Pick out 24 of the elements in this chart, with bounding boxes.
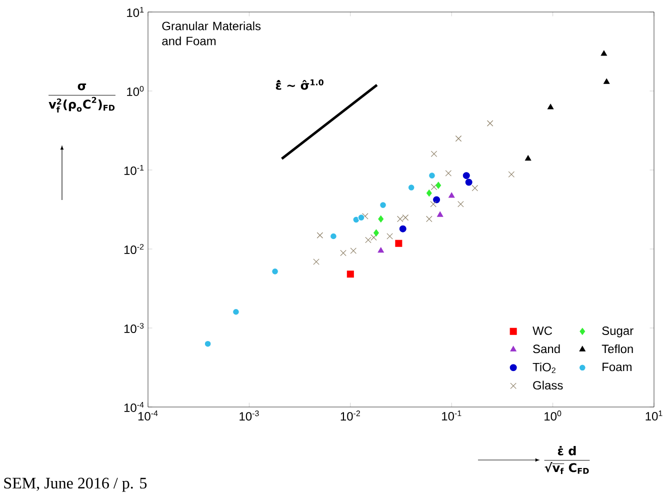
y-tick-label: 10$^{-3}$ <box>124 322 144 334</box>
legend-label: Glass <box>533 380 563 390</box>
text: SEM, June 2016 / p. 5 <box>4 478 147 492</box>
x-axis-title: $\frac{\text{ε̇ d}}{\text{√}\overline{\text{v}_{\text{f}}}\text{ C}_{\text{FD}}}$ <box>544 446 590 474</box>
legend-label: Sand <box>533 344 560 354</box>
annotation: Granular Materials and Foam <box>162 21 261 46</box>
y-tick-label: 10$^{-1}$ <box>124 165 144 175</box>
y-tick-label: 10$^{0}$ <box>127 86 144 96</box>
y-tick-label: 10$^{1}$ <box>127 7 144 17</box>
y-tick-label: 10$^{-4}$ <box>124 402 144 412</box>
x-tick-label: 10$^{-1}$ <box>442 410 462 421</box>
x-tick-label: 10$^{-2}$ <box>340 410 360 421</box>
legend-label: Sugar <box>602 326 634 338</box>
y-tick-label: 10$^{-2}$ <box>124 244 144 254</box>
legend-label: WC <box>532 326 552 335</box>
legend-label: Foam <box>602 362 632 372</box>
y-axis-title: $\frac{\text{σ}}{\text{v}_{\text{f}}^{\text{2}}\text{(ρ}_{\text{o}}\text{C}^{\text{2}}\text{)}_{\text{FD}}}$ <box>48 84 116 112</box>
x-tick-label: 10$^{-3}$ <box>240 410 259 421</box>
annotation: ε̂̇ ~ σ̂$^{1.0}$ <box>276 79 324 90</box>
legend-label: Teflon <box>602 344 633 354</box>
x-tick-label: 10$^{-4}$ <box>138 410 158 421</box>
x-tick-label: 10$^{0}$ <box>544 410 562 421</box>
legend-label: TiO$_{2}$ <box>532 362 556 374</box>
x-tick-label: 10$^{1}$ <box>646 410 662 421</box>
